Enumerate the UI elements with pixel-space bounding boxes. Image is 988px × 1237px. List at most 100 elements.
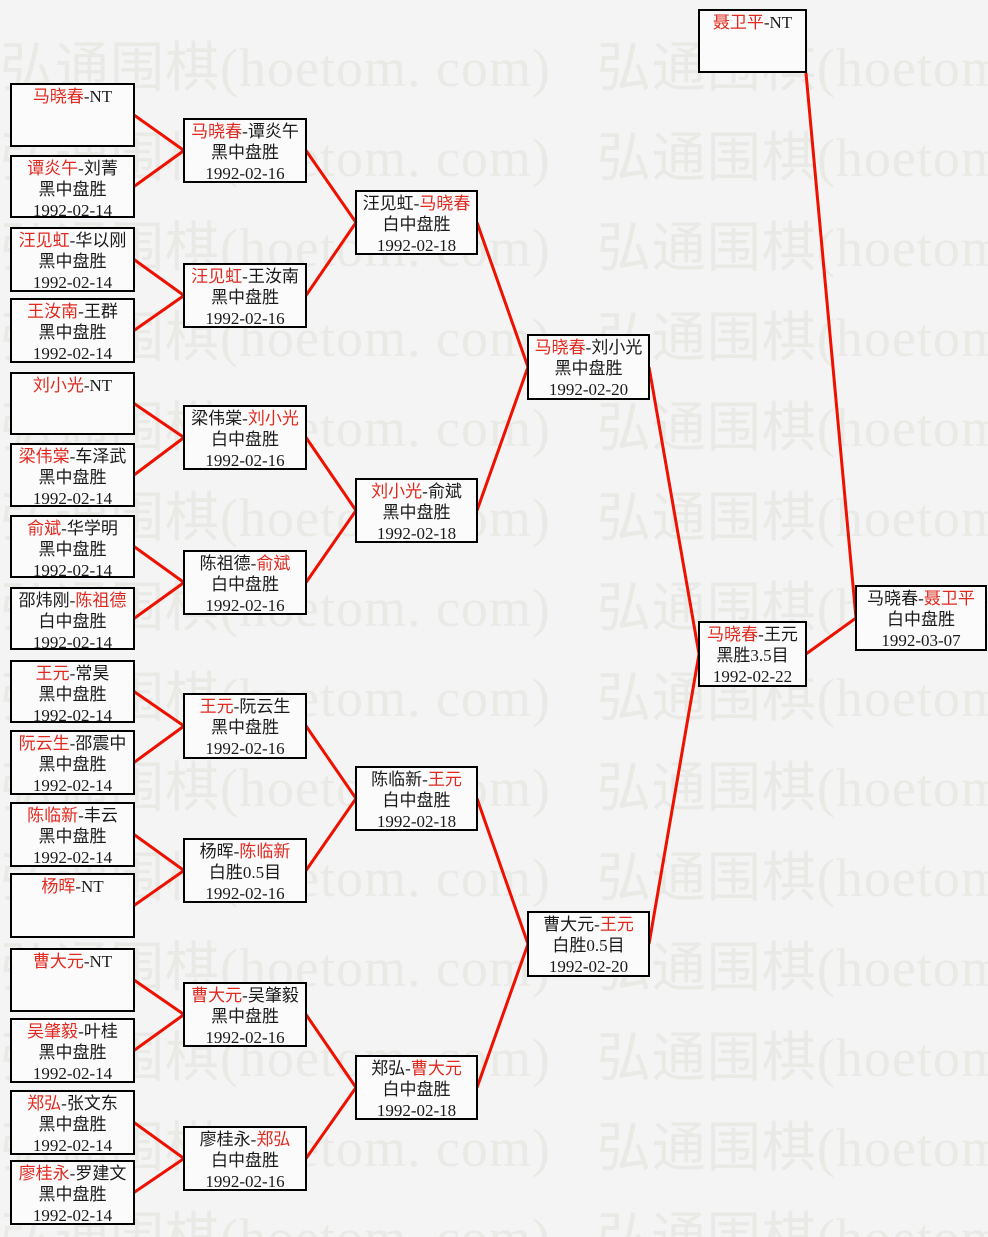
- player2-name: NT: [81, 877, 104, 896]
- pairing-dash: -: [75, 877, 81, 896]
- pairing-dash: -: [78, 159, 84, 178]
- pairing-line: 陈临新-丰云: [12, 805, 133, 826]
- date-text: 1992-02-18: [376, 1101, 457, 1120]
- player2-name: 吴肇毅: [247, 986, 299, 1005]
- pairing-line: 郑弘-曹大元: [357, 1058, 476, 1079]
- pairing-dash: -: [83, 952, 90, 971]
- match-box-b15: 郑弘-张文东 黑中盘胜 1992-02-14: [10, 1090, 135, 1155]
- result-text: 黑中盘胜: [382, 503, 451, 522]
- pairing-line: 俞斌-华学明: [12, 518, 133, 539]
- player1-name: 曹大元: [543, 915, 595, 934]
- player1-name: 梁伟棠: [18, 447, 70, 466]
- date-text: 1992-02-14: [32, 273, 113, 292]
- pairing-line: 邵炜刚-陈祖德: [12, 590, 133, 611]
- pairing-line: 曹大元-吴肇毅: [185, 985, 305, 1006]
- connector-line: [133, 149, 185, 188]
- pairing-line: 马晓春-聂卫平: [857, 588, 985, 609]
- player1-name: 俞斌: [27, 519, 62, 538]
- pairing-dash: -: [83, 87, 90, 106]
- result-text: 黑中盘胜: [38, 755, 107, 774]
- player2-name: 王元: [427, 770, 462, 789]
- date-text: 1992-03-07: [881, 631, 961, 650]
- connector-line: [647, 366, 701, 655]
- player2-name: 丰云: [83, 806, 118, 825]
- date-text: 1992-02-16: [205, 451, 285, 470]
- connector-line: [304, 725, 358, 800]
- date-text: 1992-02-14: [32, 561, 113, 580]
- pairing-dash: -: [758, 625, 764, 644]
- player1-name: 汪见虹: [18, 231, 70, 250]
- connector-line: [475, 222, 530, 368]
- result-text: 黑中盘胜: [38, 323, 107, 342]
- pairing-dash: -: [69, 734, 76, 753]
- pairing-line: 廖桂永-郑弘: [185, 1129, 305, 1150]
- player1-name: 王元: [35, 664, 70, 683]
- match-box-c2: 汪见虹-王汝南 黑中盘胜 1992-02-16: [183, 263, 307, 328]
- connector-line: [304, 149, 358, 224]
- result-text: 黑中盘胜: [554, 359, 623, 378]
- pairing-line: 吴肇毅-叶桂: [12, 1021, 133, 1042]
- date-text: 1992-02-14: [32, 776, 113, 795]
- player1-name: 吴肇毅: [27, 1022, 79, 1041]
- match-box-e2: 曹大元-王元 白胜0.5目 1992-02-20: [527, 911, 650, 977]
- date-text: 1992-02-22: [712, 667, 793, 686]
- match-box-c5: 王元-阮云生 黑中盘胜 1992-02-16: [183, 693, 307, 759]
- pairing-dash: -: [250, 1130, 257, 1149]
- connector-line: [133, 724, 185, 764]
- player1-name: 谭炎午: [27, 159, 79, 178]
- pairing-line: 马晓春-刘小光: [529, 337, 648, 358]
- player2-name: 叶桂: [83, 1022, 118, 1041]
- connector-line: [475, 798, 530, 945]
- match-box-nt: 聂卫平-NT: [698, 9, 807, 73]
- result-text: 白中盘胜: [211, 575, 279, 594]
- pairing-dash: -: [405, 1059, 411, 1078]
- connector-line: [133, 581, 185, 620]
- pairing-dash: -: [585, 338, 592, 357]
- player1-name: 聂卫平: [712, 13, 764, 32]
- connector-line: [133, 833, 185, 872]
- player2-name: 罗建文: [75, 1164, 127, 1183]
- date-text: 1992-02-18: [376, 236, 457, 255]
- connector-line: [133, 1121, 185, 1160]
- pairing-dash: -: [233, 842, 240, 861]
- pairing-line: 汪见虹-王汝南: [185, 266, 305, 287]
- connector-line: [804, 72, 858, 619]
- date-text: 1992-02-20: [548, 957, 629, 976]
- pairing-dash: -: [69, 447, 76, 466]
- result-text: 黑中盘胜: [38, 1043, 107, 1062]
- player2-name: NT: [769, 13, 793, 32]
- pairing-line: 陈临新-王元: [357, 769, 476, 790]
- player2-name: 华以刚: [75, 231, 127, 250]
- result-text: 白胜0.5目: [208, 863, 282, 882]
- pairing-line: 梁伟棠-刘小光: [185, 408, 305, 429]
- connector-line: [475, 366, 530, 512]
- pairing-dash: -: [233, 697, 240, 716]
- match-box-c6: 杨晖-陈临新 白胜0.5目 1992-02-16: [183, 838, 307, 903]
- pairing-line: 王汝南-王群: [12, 301, 133, 322]
- player2-name: 俞斌: [427, 482, 462, 501]
- connector-line: [133, 436, 185, 477]
- date-text: 1992-02-16: [205, 596, 285, 615]
- connector-line: [133, 545, 185, 584]
- result-text: 黑中盘胜: [38, 252, 107, 271]
- pairing-dash: -: [69, 591, 76, 610]
- player2-name: 俞斌: [256, 554, 291, 573]
- date-text: 1992-02-14: [32, 1064, 113, 1083]
- result-text: 黑中盘胜: [211, 718, 279, 737]
- pairing-dash: -: [69, 231, 76, 250]
- player1-name: 曹大元: [191, 986, 243, 1005]
- result-text: 白中盘胜: [382, 215, 451, 234]
- player2-name: 王元: [599, 915, 634, 934]
- match-box-f1: 马晓春-王元 黑胜3.5目 1992-02-22: [698, 621, 807, 687]
- connector-line: [133, 1013, 185, 1052]
- match-box-b03: 汪见虹-华以刚黑中盘胜 1992-02-14: [10, 227, 135, 292]
- result-text: 白中盘胜: [382, 791, 451, 810]
- result-text: 黑中盘胜: [38, 540, 107, 559]
- player1-name: 刘小光: [371, 482, 423, 501]
- connector-line: [304, 436, 358, 512]
- match-box-b01: 马晓春-NT: [10, 83, 135, 147]
- player2-name: 常昊: [75, 664, 110, 683]
- pairing-line: 曹大元-NT: [12, 951, 133, 972]
- connector-line: [133, 402, 185, 439]
- match-box-b02: 谭炎午-刘菁 黑中盘胜 1992-02-14: [10, 155, 135, 220]
